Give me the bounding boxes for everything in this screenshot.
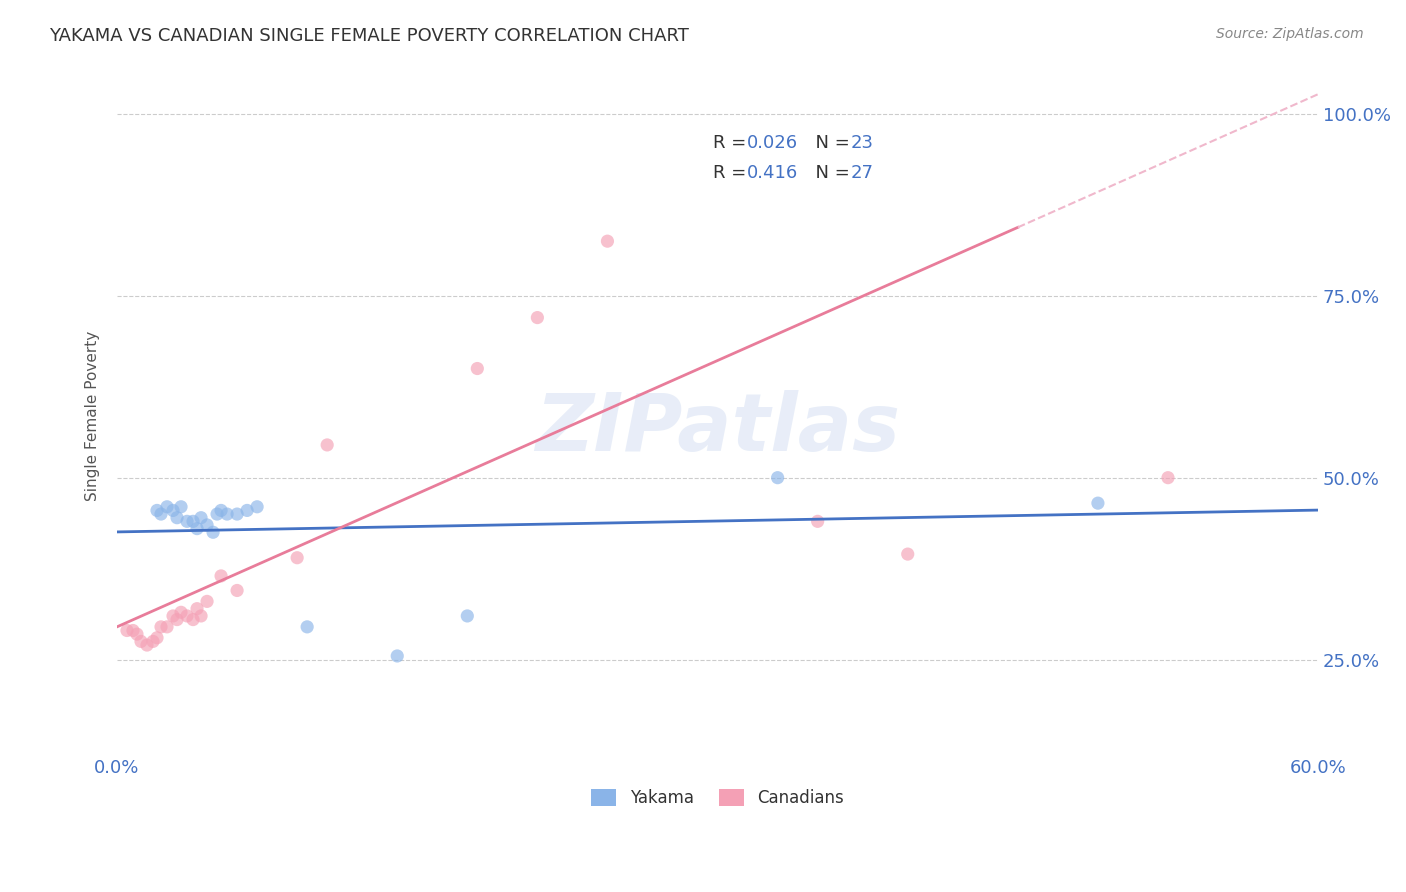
Point: [316, 438, 339, 452]
Point: [190, 510, 212, 524]
Text: N =: N =: [804, 164, 856, 182]
Text: Source: ZipAtlas.com: Source: ZipAtlas.com: [1216, 27, 1364, 41]
Point: [156, 620, 179, 634]
Text: 23: 23: [851, 134, 875, 152]
Text: N =: N =: [804, 134, 856, 152]
Point: [146, 503, 169, 517]
Text: 27: 27: [851, 164, 875, 182]
Text: 0.416: 0.416: [747, 164, 799, 182]
Point: [190, 609, 212, 624]
Point: [465, 361, 488, 376]
Point: [202, 525, 225, 540]
Text: 0.026: 0.026: [747, 134, 799, 152]
Point: [205, 507, 228, 521]
Point: [195, 518, 218, 533]
Point: [766, 471, 789, 485]
Point: [226, 583, 249, 598]
Point: [156, 500, 179, 514]
Point: [209, 569, 232, 583]
Legend: Yakama, Canadians: Yakama, Canadians: [585, 782, 851, 814]
Point: [176, 609, 198, 624]
Point: [387, 648, 409, 663]
Point: [1087, 496, 1109, 510]
Point: [1157, 471, 1180, 485]
Text: R =: R =: [713, 134, 752, 152]
Point: [186, 601, 208, 615]
Point: [596, 234, 619, 248]
Point: [170, 605, 193, 619]
Point: [807, 514, 830, 528]
Point: [150, 620, 173, 634]
Point: [186, 522, 208, 536]
Point: [162, 609, 184, 624]
Point: [209, 503, 232, 517]
Point: [526, 310, 548, 325]
Y-axis label: Single Female Poverty: Single Female Poverty: [86, 331, 100, 501]
Point: [162, 503, 184, 517]
Text: R =: R =: [713, 164, 752, 182]
Text: YAKAMA VS CANADIAN SINGLE FEMALE POVERTY CORRELATION CHART: YAKAMA VS CANADIAN SINGLE FEMALE POVERTY…: [49, 27, 689, 45]
Point: [129, 634, 152, 648]
Point: [285, 550, 308, 565]
Point: [295, 620, 318, 634]
Text: ZIPatlas: ZIPatlas: [536, 391, 900, 468]
Point: [142, 634, 165, 648]
Point: [456, 609, 478, 624]
Point: [236, 503, 259, 517]
Point: [176, 514, 198, 528]
Point: [226, 507, 249, 521]
Point: [897, 547, 920, 561]
Point: [136, 638, 159, 652]
Point: [166, 510, 188, 524]
Point: [146, 631, 169, 645]
Point: [125, 627, 148, 641]
Point: [170, 500, 193, 514]
Point: [122, 624, 145, 638]
Point: [181, 514, 204, 528]
Point: [181, 613, 204, 627]
Point: [115, 624, 138, 638]
Point: [246, 500, 269, 514]
Point: [166, 613, 188, 627]
Point: [217, 507, 239, 521]
Point: [195, 594, 218, 608]
Point: [150, 507, 173, 521]
